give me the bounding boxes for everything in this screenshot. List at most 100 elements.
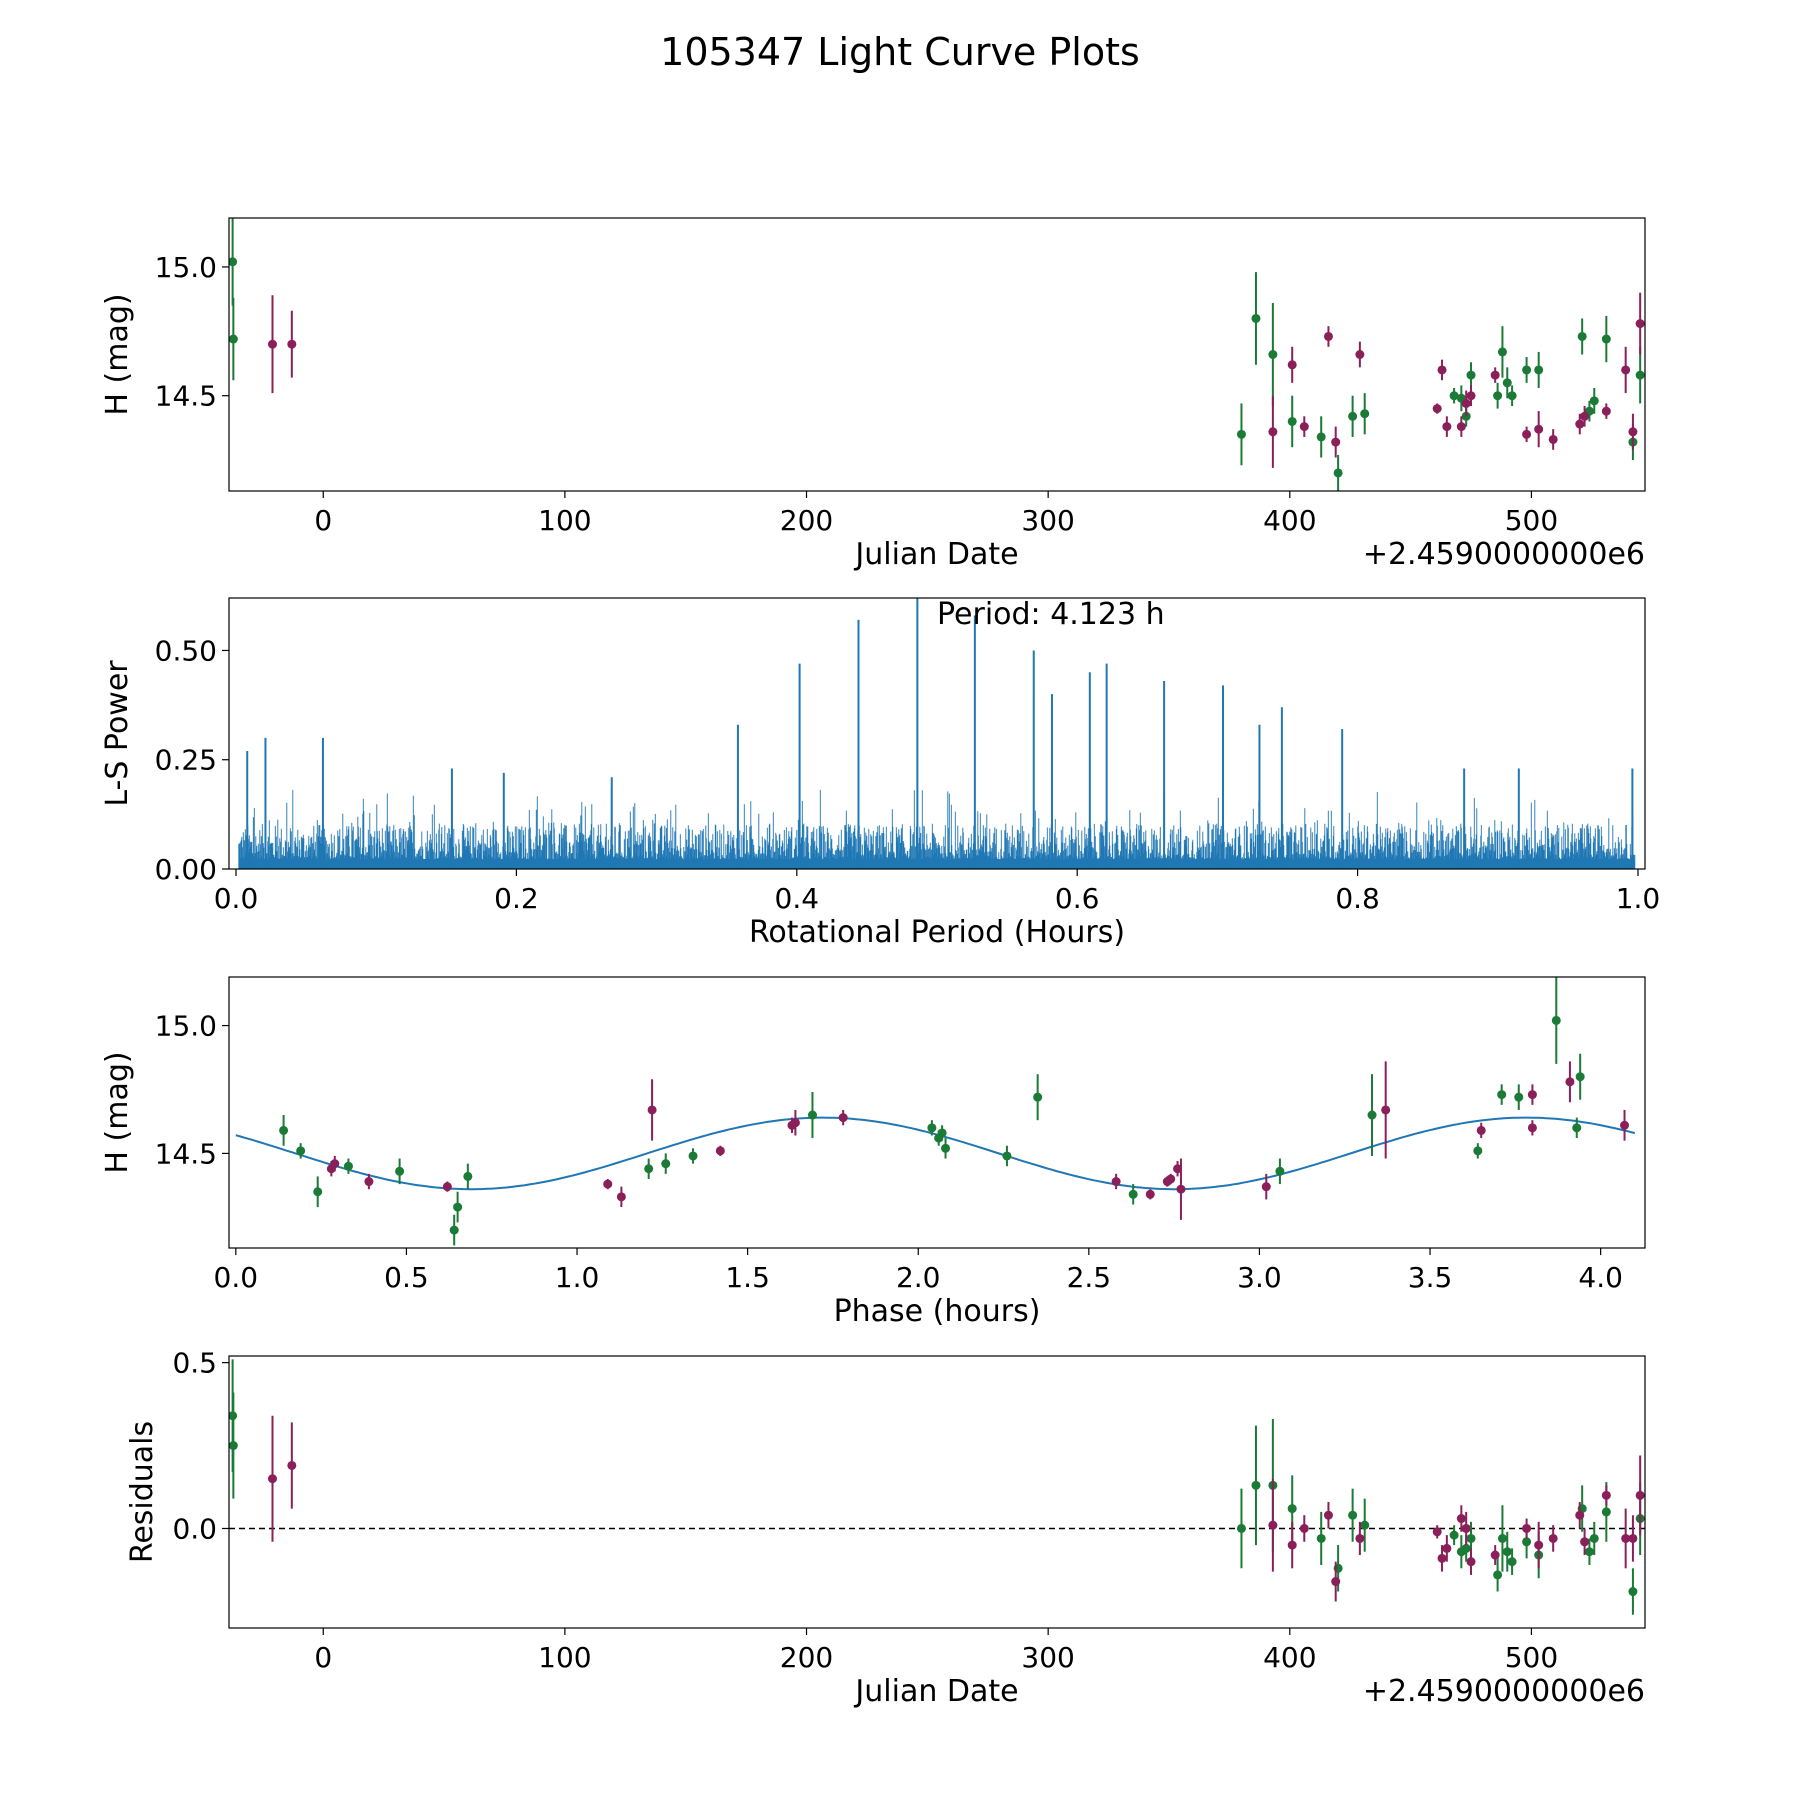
x-tick-label: 300 <box>1021 1641 1074 1674</box>
green-data-point <box>1497 347 1507 357</box>
green-data-point <box>644 1164 654 1174</box>
y-axis-label: L-S Power <box>100 660 135 807</box>
green-data-point <box>1128 1189 1138 1199</box>
x-tick-label: 2.5 <box>1067 1261 1112 1294</box>
green-data-point <box>1572 1123 1582 1133</box>
green-data-point <box>1502 378 1512 388</box>
green-data-point <box>1584 1547 1594 1557</box>
x-tick-label: 3.5 <box>1408 1261 1453 1294</box>
x-tick-label: 1.0 <box>555 1261 600 1294</box>
green-data-point <box>1522 1537 1532 1547</box>
purple-data-point <box>1323 331 1333 341</box>
purple-data-point <box>1534 424 1544 434</box>
purple-data-point <box>1381 1105 1391 1115</box>
y-tick-label: 0.5 <box>172 1347 217 1380</box>
x-offset-label: +2.4590000000e6 <box>1363 1674 1645 1709</box>
green-data-point <box>1522 365 1532 375</box>
purple-data-point <box>1575 419 1585 429</box>
purple-data-point <box>1490 1550 1500 1560</box>
purple-data-point <box>330 1159 340 1169</box>
green-data-point <box>453 1202 463 1212</box>
purple-data-point <box>1355 350 1365 359</box>
x-tick-label: 0.4 <box>775 882 820 915</box>
x-tick-label: 100 <box>538 1641 591 1674</box>
x-axis-label: Julian Date <box>853 1674 1018 1709</box>
purple-data-point <box>1331 1577 1341 1587</box>
green-data-point <box>1502 1547 1512 1557</box>
x-tick-label: 2.0 <box>896 1261 941 1294</box>
green-data-point <box>1466 1533 1476 1543</box>
green-data-point <box>1601 334 1611 344</box>
purple-data-point <box>287 1460 297 1470</box>
green-data-point <box>1348 411 1358 421</box>
period-annotation: Period: 4.123 h <box>937 597 1165 632</box>
green-data-point <box>1367 1110 1377 1120</box>
green-data-point <box>1236 429 1246 439</box>
light-curve-plot-area <box>229 218 1645 491</box>
purple-data-point <box>1287 360 1297 370</box>
green-data-point <box>1033 1092 1043 1102</box>
purple-data-point <box>1461 1523 1471 1533</box>
green-data-point <box>1316 432 1326 442</box>
green-data-point <box>1514 1092 1524 1102</box>
purple-data-point <box>1456 1514 1466 1524</box>
green-data-point <box>1316 1533 1326 1543</box>
purple-data-point <box>1628 427 1638 437</box>
purple-data-point <box>1111 1177 1121 1187</box>
x-axis-label: Rotational Period (Hours) <box>749 915 1125 950</box>
y-tick-label: 0.50 <box>155 634 217 667</box>
purple-data-point <box>1575 1510 1585 1520</box>
purple-data-point <box>647 1105 657 1115</box>
purple-data-point <box>1476 1125 1486 1135</box>
purple-data-point <box>1461 398 1471 408</box>
purple-data-point <box>1466 1557 1476 1567</box>
purple-data-point <box>1580 1537 1590 1547</box>
green-data-point <box>1493 1570 1503 1580</box>
x-tick-label: 1.0 <box>1616 882 1661 915</box>
x-tick-label: 500 <box>1505 504 1558 537</box>
purple-data-point <box>1601 1490 1611 1500</box>
purple-data-point <box>838 1113 848 1123</box>
purple-data-point <box>1621 365 1631 375</box>
residuals-axes-frame <box>228 1355 1646 1629</box>
y-tick-label: 0.0 <box>172 1512 217 1545</box>
y-axis-label: H (mag) <box>100 293 135 415</box>
green-data-point <box>807 1110 817 1120</box>
phased-curve-plot-area <box>235 977 1636 1246</box>
green-data-point <box>1360 1520 1370 1530</box>
x-tick-label: 0.0 <box>214 1261 259 1294</box>
periodogram-axes-frame <box>228 597 1646 870</box>
green-data-point <box>1360 409 1370 419</box>
purple-data-point <box>1548 434 1558 444</box>
x-axis-label: Julian Date <box>853 537 1018 572</box>
green-data-point <box>1601 1507 1611 1517</box>
purple-data-point <box>364 1177 374 1187</box>
y-tick-label: 0.00 <box>155 853 217 886</box>
purple-data-point <box>1355 1533 1365 1543</box>
purple-data-point <box>603 1179 613 1189</box>
green-data-point <box>941 1143 951 1153</box>
purple-data-point <box>1287 1540 1297 1550</box>
light-curve-axes-frame <box>228 217 1646 492</box>
purple-data-point <box>1635 1490 1645 1500</box>
purple-data-point <box>1442 1543 1452 1553</box>
purple-data-point <box>1432 1527 1442 1537</box>
purple-data-point <box>1261 1182 1271 1192</box>
green-data-point <box>1333 468 1343 478</box>
purple-data-point <box>1299 1523 1309 1533</box>
x-tick-label: 1.5 <box>725 1261 770 1294</box>
x-tick-label: 0.5 <box>384 1261 429 1294</box>
purple-data-point <box>1635 319 1645 329</box>
x-offset-label: +2.4590000000e6 <box>1363 537 1645 572</box>
purple-data-point <box>1442 422 1452 432</box>
x-tick-label: 0 <box>314 1641 332 1674</box>
green-data-point <box>1251 313 1261 323</box>
y-tick-label: 14.5 <box>155 380 217 413</box>
green-data-point <box>1348 1510 1358 1520</box>
green-data-point <box>1449 1530 1459 1540</box>
green-data-point <box>1268 350 1278 359</box>
purple-data-point <box>1580 411 1590 421</box>
purple-data-point <box>1432 404 1442 414</box>
x-axis-label: Phase (hours) <box>834 1294 1041 1329</box>
